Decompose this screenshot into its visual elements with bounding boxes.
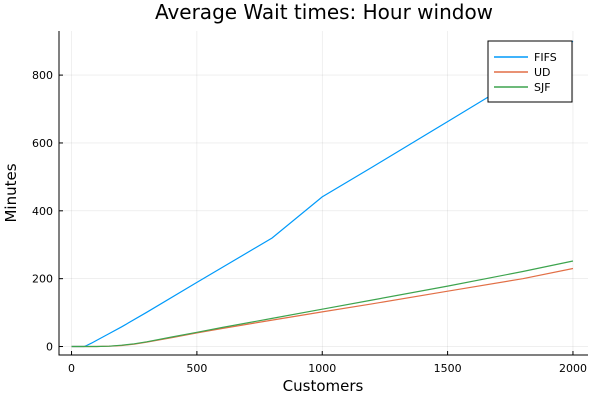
x-tick-label: 0 xyxy=(68,362,75,375)
series-line-fifs xyxy=(71,40,574,348)
x-tick-label: 500 xyxy=(186,362,207,375)
x-tick-label: 2000 xyxy=(559,362,587,375)
y-tick-label: 600 xyxy=(32,137,53,150)
legend: FIFS UD SJF xyxy=(487,40,573,103)
series-line-sjf xyxy=(71,260,574,348)
legend-label-ud: UD xyxy=(534,66,551,79)
y-tick-label: 400 xyxy=(32,205,53,218)
legend-label-sjf: SJF xyxy=(534,81,551,94)
x-axis-label: Customers xyxy=(283,377,364,395)
y-tick-label: 200 xyxy=(32,273,53,286)
x-tick-label: 1000 xyxy=(308,362,336,375)
legend-label-fifs: FIFS xyxy=(534,51,557,64)
plot-area xyxy=(71,40,574,348)
axis-frame xyxy=(58,31,588,356)
y-axis-ticks: 0 200 400 600 800 xyxy=(32,69,63,354)
y-tick-label: 0 xyxy=(46,341,53,354)
x-tick-label: 1500 xyxy=(434,362,462,375)
y-tick-label: 800 xyxy=(32,69,53,82)
y-axis-label: Minutes xyxy=(2,163,20,222)
chart-title: Average Wait times: Hour window xyxy=(155,0,493,24)
x-axis-ticks: 0 500 1000 1500 2000 xyxy=(68,351,587,375)
